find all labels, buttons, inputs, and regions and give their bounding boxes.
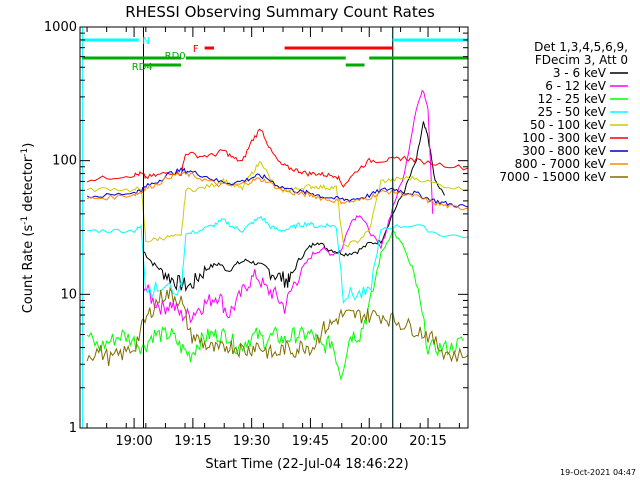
- y-axis-label-sup: -1: [20, 216, 30, 225]
- y-axis-label-mid: detector: [21, 156, 36, 216]
- legend-label-4: 50 - 100 keV: [530, 118, 607, 132]
- series-line-7: [86, 171, 468, 211]
- y-axis-label-main: Count Rate (s: [21, 225, 36, 314]
- flag-label-n: N: [142, 36, 149, 47]
- series-line-0: [143, 120, 445, 293]
- y-tick-label-3: 1000: [44, 20, 77, 35]
- legend-label-5: 100 - 300 keV: [522, 131, 606, 145]
- legend-label-7: 800 - 7000 keV: [515, 157, 607, 171]
- y-tick-label-2: 100: [52, 154, 77, 169]
- x-axis-label: Start Time (22-Jul-04 18:46:22): [205, 457, 408, 472]
- y-axis-label-end: ): [21, 143, 36, 148]
- series-group: N F RD0 RD4: [81, 27, 468, 428]
- series-line-1: [143, 89, 434, 324]
- timestamp: 19-Oct-2021 04:47: [560, 468, 636, 477]
- flag-label-rd4: RD4: [132, 62, 153, 73]
- x-tick-label-2: 19:30: [233, 434, 270, 449]
- series-line-5: [86, 128, 468, 188]
- legend-label-8: 7000 - 15000 keV: [499, 170, 606, 184]
- series-line-2: [86, 228, 464, 382]
- series-line-4: [86, 161, 468, 248]
- chart-title: RHESSI Observing Summary Count Rates: [125, 3, 435, 21]
- legend-label-2: 12 - 25 keV: [538, 92, 607, 106]
- legend-label-3: 25 - 50 keV: [538, 105, 607, 119]
- legend-label-6: 300 - 800 keV: [522, 144, 606, 158]
- x-tick-label-5: 20:15: [409, 434, 446, 449]
- flag-label-rd0: RD0: [165, 51, 186, 62]
- plot-area: N F RD0 RD4: [81, 27, 468, 428]
- y-axis-label-sup2: -1: [20, 148, 30, 157]
- x-tick-label-4: 20:00: [351, 434, 388, 449]
- legend-header-1: Det 1,3,4,5,6,9,: [534, 40, 628, 54]
- x-tick-label-1: 19:15: [174, 434, 211, 449]
- legend-label-1: 6 - 12 keV: [545, 79, 607, 93]
- y-axis-label: Count Rate (s-1 detector-1): [20, 143, 36, 314]
- axes: 1 10 100 1000 19:00 19:15 19:30 19:45 20:00 20:15: [44, 20, 468, 449]
- series-line-3: [87, 215, 468, 305]
- series-line-6: [86, 167, 468, 208]
- legend-header-2: FDecim 3, Att 0: [535, 53, 628, 67]
- y-tick-label-1: 10: [60, 287, 77, 302]
- x-tick-label-3: 19:45: [292, 434, 329, 449]
- legend-label-0: 3 - 6 keV: [553, 66, 607, 80]
- flag-label-f: F: [193, 44, 199, 55]
- series-line-8: [86, 286, 468, 367]
- x-tick-label-0: 19:00: [115, 434, 152, 449]
- plot-frame: [79, 26, 469, 429]
- y-tick-label-0: 1: [69, 421, 77, 436]
